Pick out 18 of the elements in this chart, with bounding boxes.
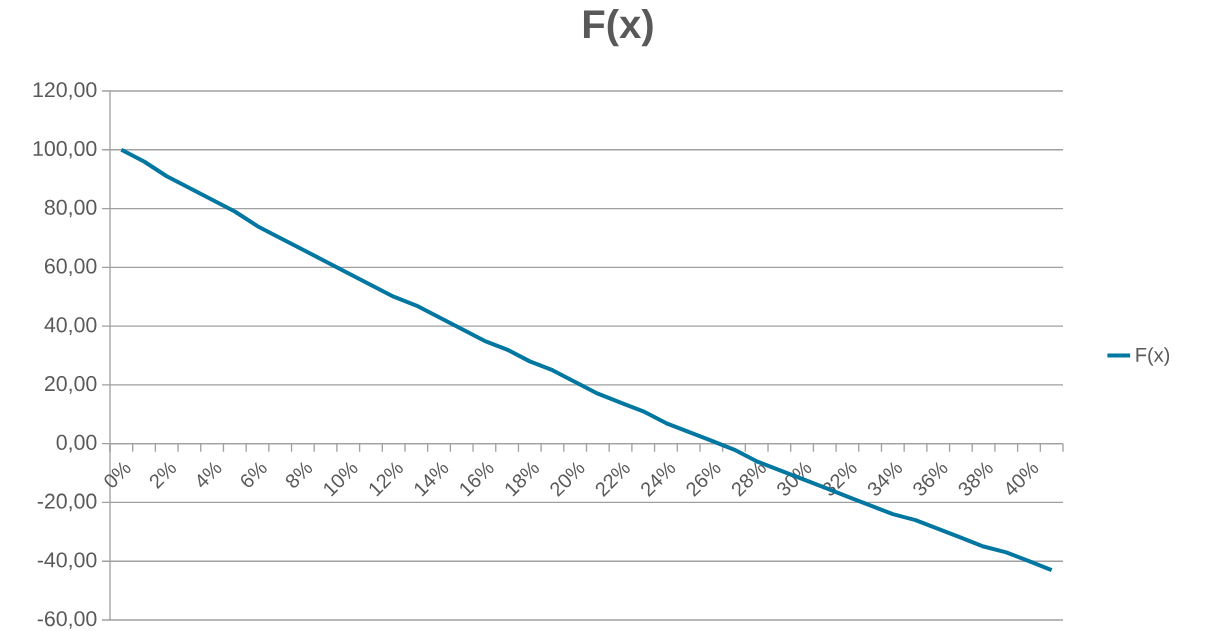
y-tick-label: 100,00 <box>33 140 97 159</box>
y-tick-label: -60,00 <box>37 611 97 629</box>
chart-title: F(x) <box>583 9 653 47</box>
y-tick-label: -40,00 <box>37 552 97 571</box>
x-tick-label: 2% <box>149 462 176 490</box>
x-tick-label: 40% <box>1006 462 1039 496</box>
x-tick-label: 8% <box>285 462 313 488</box>
x-tick-label: 6% <box>241 462 267 488</box>
y-tick-label: 60,00 <box>45 258 97 277</box>
y-tick-label: 120,00 <box>33 82 97 100</box>
y-tick-label: 0,00 <box>56 434 97 453</box>
x-tick-label: 4% <box>197 462 222 488</box>
legend-label: F(x) <box>1136 347 1170 366</box>
y-tick-label: 80,00 <box>44 199 97 218</box>
y-tick-label: -20,00 <box>37 493 97 512</box>
x-tick-label: 0% <box>104 462 131 488</box>
y-tick-label: 40,00 <box>44 317 97 335</box>
y-tick-label: 20,00 <box>44 376 97 394</box>
